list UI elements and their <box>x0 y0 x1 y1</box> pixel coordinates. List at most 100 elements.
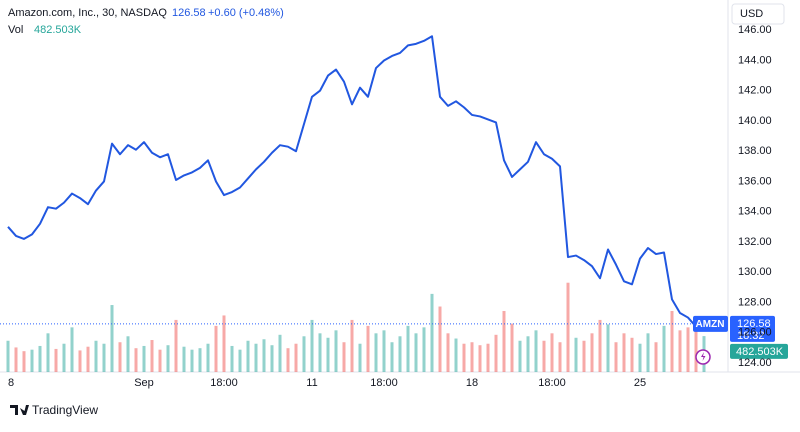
volume-bar <box>206 343 210 372</box>
volume-bar <box>414 333 418 372</box>
volume-bar <box>262 339 266 372</box>
volume-bar <box>54 348 58 372</box>
volume-bar <box>78 350 82 372</box>
volume-bar <box>390 342 394 372</box>
y-tick-label: 138.00 <box>738 145 772 157</box>
volume-bar <box>270 345 274 372</box>
volume-bar <box>38 345 42 372</box>
volume-bar <box>438 306 442 372</box>
volume-bar <box>342 342 346 372</box>
volume-bar <box>462 343 466 372</box>
volume-bar <box>326 337 330 372</box>
volume-bar <box>238 349 242 372</box>
volume-bar <box>446 333 450 372</box>
volume-bar <box>566 282 570 372</box>
volume-bar <box>318 333 322 372</box>
volume-bar <box>150 340 154 372</box>
volume-bar <box>454 338 458 372</box>
volume-bar <box>614 342 618 372</box>
volume-bar <box>22 351 26 372</box>
currency-button[interactable] <box>731 3 785 25</box>
volume-badge-text: 482.503K <box>736 346 784 358</box>
x-tick-label: 18 <box>466 377 478 389</box>
plot <box>0 35 728 372</box>
volume-bar <box>246 340 250 372</box>
y-tick-label: 136.00 <box>738 175 772 187</box>
x-tick-label: 18:00 <box>370 377 398 389</box>
alert-icon[interactable] <box>695 349 711 365</box>
volume-bar <box>126 336 130 372</box>
vol-value: 482.503K <box>34 24 82 36</box>
volume-bar <box>398 336 402 372</box>
volume-bar <box>310 319 314 372</box>
volume-bar <box>630 337 634 372</box>
volume-bar <box>662 325 666 372</box>
volume-bar <box>478 345 482 372</box>
vol-label: Vol <box>8 24 23 36</box>
volume-bar <box>366 325 370 372</box>
volume-bar <box>558 342 562 372</box>
volume-bar <box>654 342 658 372</box>
volume-bar <box>606 324 610 372</box>
y-tick-label: 126.00 <box>738 327 772 339</box>
x-tick-label: 18:00 <box>210 377 238 389</box>
price-badges: AMZN 126.58 18:32 482.503K <box>693 315 788 359</box>
volume-bar <box>534 330 538 372</box>
volume-bar <box>574 337 578 372</box>
volume-bar <box>582 340 586 372</box>
y-tick-label: 128.00 <box>738 296 772 308</box>
volume-bar <box>350 319 354 372</box>
volume-bar <box>86 346 90 372</box>
volume-bar <box>686 327 690 372</box>
volume-bar <box>406 325 410 372</box>
volume-bar <box>422 327 426 372</box>
y-tick-label: 146.00 <box>738 24 772 36</box>
volume-bar <box>230 345 234 372</box>
volume-bar <box>118 342 122 372</box>
y-tick-label: 132.00 <box>738 236 772 248</box>
volume-bar <box>358 343 362 372</box>
volume-bar <box>134 348 138 372</box>
countdown: 18:32 <box>737 330 765 342</box>
price-badge-text: 126.58 <box>737 318 771 330</box>
symbol-badge-text: AMZN <box>696 319 725 330</box>
volume-bar <box>294 343 298 372</box>
volume-bar <box>470 342 474 372</box>
volume-bar <box>598 319 602 372</box>
volume-bar <box>14 347 18 372</box>
volume-bar <box>510 323 514 372</box>
currency[interactable]: USD <box>740 8 763 20</box>
volume-bar <box>94 340 98 372</box>
volume-bar <box>430 293 434 372</box>
y-tick-label: 144.00 <box>738 54 772 66</box>
volume-bar <box>334 330 338 372</box>
volume-bar <box>158 349 162 372</box>
volume-bar <box>526 336 530 372</box>
volume-bar <box>550 333 554 372</box>
volume-bar <box>278 334 282 372</box>
volume-bar <box>222 315 226 372</box>
volume-bar <box>646 333 650 372</box>
volume-bar <box>374 333 378 372</box>
volume-bar <box>102 343 106 372</box>
volume-bar <box>30 349 34 372</box>
volume-bar <box>286 348 290 372</box>
volume-bar <box>254 343 258 372</box>
x-tick-label: 11 <box>306 377 317 389</box>
volume-bar <box>142 345 146 372</box>
x-tick-label: 18:00 <box>538 377 566 389</box>
volume-bar <box>214 325 218 372</box>
volume-bar <box>182 346 186 372</box>
volume-bar <box>382 330 386 372</box>
volume-bar <box>302 336 306 372</box>
volume-bar <box>166 345 170 372</box>
header-price: 126.58 <box>172 7 206 19</box>
volume-bar <box>670 310 674 372</box>
y-tick-label: 142.00 <box>738 85 772 97</box>
x-tick-label: 25 <box>634 377 646 389</box>
volume-bar <box>110 305 114 372</box>
volume-bar <box>486 343 490 372</box>
volume-bar <box>678 330 682 372</box>
volume-bar <box>502 310 506 372</box>
